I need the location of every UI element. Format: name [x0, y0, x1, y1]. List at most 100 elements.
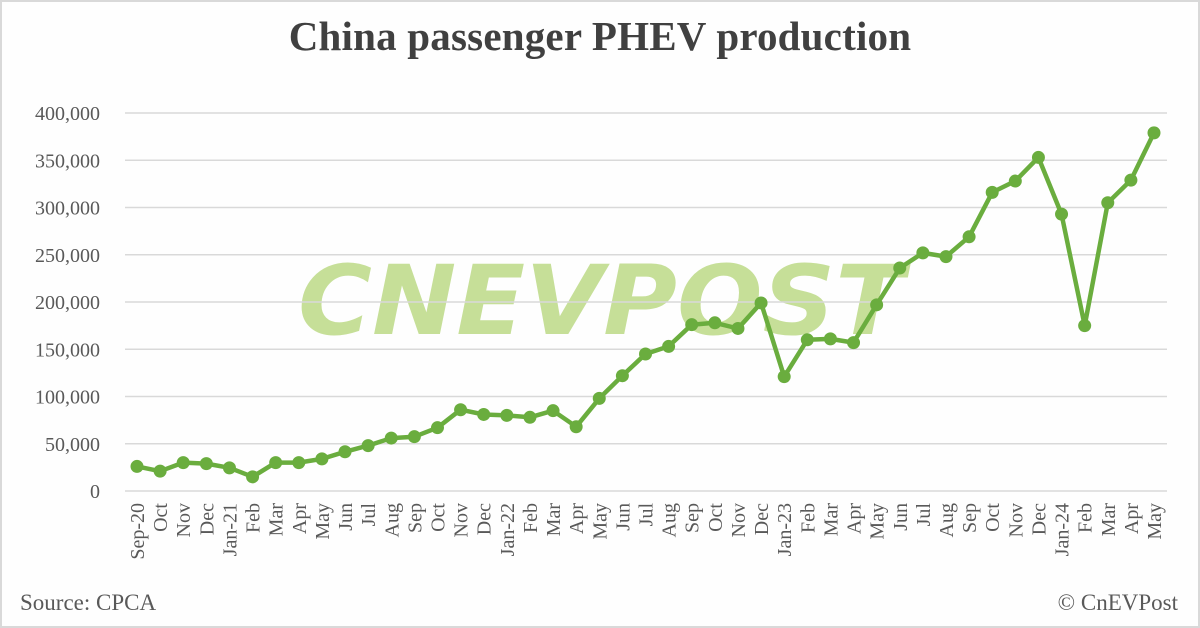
data-point-marker: [1147, 126, 1161, 140]
data-point-marker: [1055, 207, 1069, 221]
x-tick-label: Mar: [543, 503, 565, 537]
data-point-marker: [315, 452, 329, 466]
data-point-marker: [754, 296, 768, 310]
data-point-marker: [292, 456, 306, 470]
x-tick-label: Sep: [682, 503, 704, 533]
data-point-marker: [1078, 319, 1092, 333]
source-label: Source: CPCA: [20, 590, 157, 615]
x-tick-label: Mar: [820, 503, 842, 537]
gridlines: [125, 112, 1167, 492]
x-tick-label: Feb: [797, 503, 819, 533]
data-point-marker: [685, 318, 699, 332]
y-tick-label: 150,000: [35, 339, 100, 361]
data-point-marker: [1101, 196, 1115, 210]
x-tick-label: Nov: [451, 503, 473, 537]
x-tick-label: Feb: [520, 503, 542, 533]
x-tick-label: Apr: [566, 503, 588, 534]
copyright-label: © CnEVPost: [1057, 590, 1178, 615]
x-tick-label: Dec: [1028, 503, 1050, 535]
data-point-marker: [500, 408, 514, 422]
chart-title: China passenger PHEV production: [288, 13, 912, 59]
x-tick-label: Nov: [1005, 503, 1027, 537]
x-tick-label: Sep: [959, 503, 981, 533]
x-tick-label: Apr: [844, 503, 866, 534]
data-point-marker: [847, 336, 861, 350]
y-tick-label: 400,000: [35, 103, 100, 125]
data-point-marker: [823, 332, 837, 346]
x-tick-label: Aug: [381, 503, 403, 537]
x-tick-label: Sep: [404, 503, 426, 533]
data-point-marker: [916, 246, 930, 260]
data-point-marker: [176, 456, 190, 470]
x-tick-label: Dec: [196, 503, 218, 535]
x-tick-label: Jun: [335, 503, 357, 531]
data-point-marker: [477, 407, 491, 421]
data-point-marker: [1031, 150, 1045, 164]
data-point-marker: [338, 445, 352, 459]
x-tick-label: Jan-21: [219, 503, 241, 556]
data-point-marker: [962, 230, 976, 244]
x-tick-label: Jan-24: [1052, 503, 1074, 556]
x-axis-labels: Sep-20 Oct Nov Dec Jan-21 Feb Mar Apr May Jun Jul A…: [127, 503, 1166, 560]
x-tick-label: Jul: [636, 503, 658, 527]
x-tick-label: May: [867, 503, 889, 540]
x-tick-label: Jul: [358, 503, 380, 527]
data-point-marker: [615, 369, 629, 383]
x-tick-label: Aug: [659, 503, 681, 537]
y-tick-label: 200,000: [35, 292, 100, 314]
x-tick-label: May: [1144, 503, 1166, 540]
x-tick-label: Mar: [266, 503, 288, 537]
x-tick-label: Sep-20: [127, 503, 149, 560]
data-point-marker: [246, 470, 260, 484]
x-tick-label: May: [589, 503, 611, 540]
data-point-marker: [639, 347, 652, 361]
data-point-marker: [384, 431, 398, 445]
x-tick-label: Dec: [474, 503, 496, 535]
data-point-marker: [800, 333, 814, 347]
x-tick-label: Dec: [751, 503, 773, 535]
x-tick-label: Apr: [289, 503, 311, 534]
data-point-marker: [269, 456, 283, 470]
data-point-marker: [546, 404, 560, 418]
data-point-marker: [199, 457, 213, 471]
data-point-marker: [985, 185, 999, 199]
x-tick-label: Oct: [982, 503, 1004, 532]
x-tick-label: Nov: [173, 503, 195, 537]
y-tick-label: 350,000: [35, 150, 100, 172]
data-point-marker: [153, 464, 167, 478]
data-point-marker: [592, 391, 606, 405]
data-point-marker: [1124, 173, 1138, 187]
x-tick-label: Jul: [913, 503, 935, 527]
y-tick-label: 100,000: [35, 387, 100, 409]
data-point-marker: [893, 261, 907, 275]
y-tick-label: 250,000: [35, 245, 100, 267]
x-tick-label: Jun: [890, 503, 912, 531]
data-point-marker: [569, 420, 583, 434]
x-tick-label: Nov: [728, 503, 750, 537]
data-point-marker: [870, 298, 884, 312]
data-point-marker: [1008, 174, 1022, 188]
data-point-marker: [454, 403, 468, 417]
data-series: [130, 126, 1161, 484]
x-tick-label: Aug: [936, 503, 958, 537]
data-point-marker: [430, 421, 444, 435]
y-tick-label: 0: [90, 481, 100, 503]
x-tick-label: Jan-23: [774, 503, 796, 556]
data-point-marker: [407, 430, 421, 444]
x-tick-label: Mar: [1098, 503, 1120, 537]
y-tick-label: 300,000: [35, 198, 100, 220]
x-tick-label: Jan-22: [497, 503, 519, 556]
data-point-marker: [708, 316, 722, 330]
x-tick-label: May: [312, 503, 334, 540]
x-tick-label: Feb: [1075, 503, 1097, 533]
data-point-marker: [523, 410, 537, 424]
data-point-marker: [361, 439, 375, 453]
y-axis-labels: 0 50,000 100,000 150,000 200,000 250,000 300,0…: [35, 103, 100, 503]
x-tick-label: Feb: [243, 503, 265, 533]
data-point-marker: [777, 370, 791, 384]
y-tick-label: 50,000: [45, 434, 100, 456]
data-point-marker: [130, 459, 144, 473]
x-tick-label: Apr: [1121, 503, 1143, 534]
